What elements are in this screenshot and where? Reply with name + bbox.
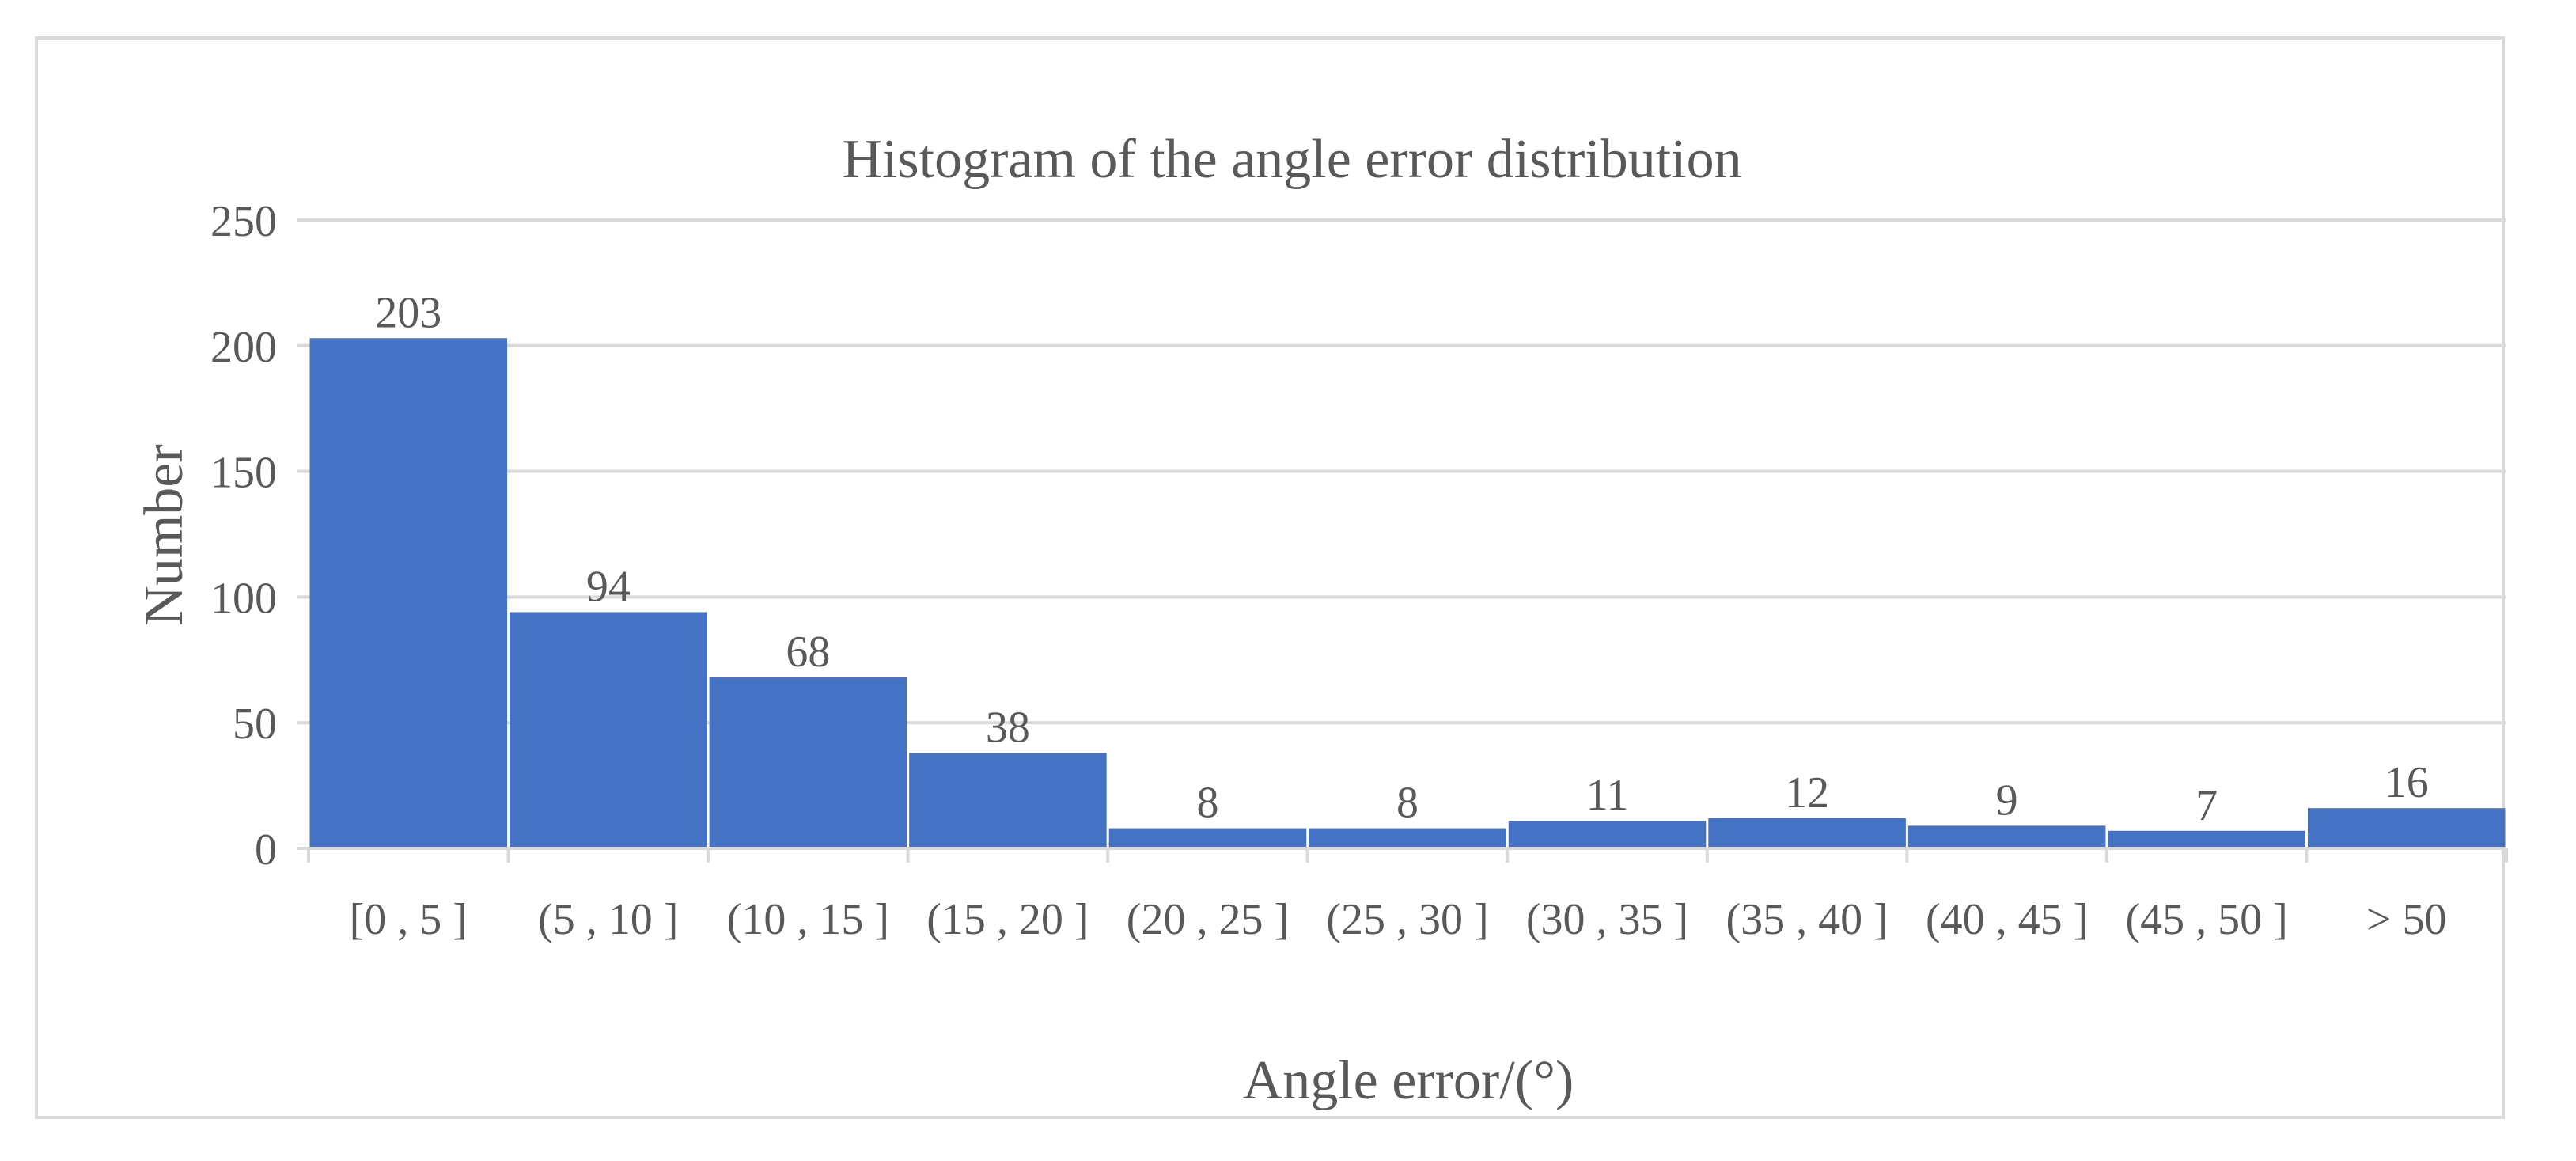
x-tick-label: [0 , 5 ] (350, 895, 468, 944)
y-tick-label: 50 (233, 700, 277, 749)
x-tick-label: (15 , 20 ] (926, 895, 1089, 944)
data-label: 11 (1586, 771, 1629, 820)
chart-title: Histogram of the angle error distributio… (842, 129, 1741, 190)
data-label: 203 (375, 288, 441, 337)
x-tick-label: (10 , 15 ] (727, 895, 889, 944)
bar (909, 753, 1107, 848)
data-label: 16 (2385, 758, 2429, 807)
y-tick-label: 250 (210, 197, 277, 246)
data-label: 38 (986, 703, 1030, 752)
y-tick-label: 0 (255, 825, 277, 875)
labels: 0 50 100 150 200 250 203 [0 , 5 ] 94 (5 , 10 ] 68 (… (210, 197, 2447, 944)
x-tick-label: (40 , 45 ] (1926, 895, 2088, 944)
bar (709, 677, 907, 848)
x-tick-label: (5 , 10 ] (538, 895, 678, 944)
x-axis (307, 847, 2508, 863)
data-label: 7 (2195, 781, 2218, 830)
bar (1708, 818, 1906, 848)
x-tick-label: (35 , 40 ] (1726, 895, 1888, 944)
bar (1907, 825, 2106, 848)
bar (1508, 821, 1707, 848)
bar (1108, 828, 1307, 848)
x-tick-label: (25 , 30 ] (1326, 895, 1488, 944)
bar (510, 612, 707, 848)
bar (1309, 828, 1506, 848)
bar (2307, 808, 2506, 848)
y-tick-label: 200 (210, 323, 277, 372)
y-tick-label: 150 (210, 449, 277, 498)
histogram-chart: 0 50 100 150 200 250 203 [0 , 5 ] 94 (5 , 10 ] 68 (… (134, 129, 2508, 1111)
data-label: 12 (1785, 768, 1829, 818)
data-label: 8 (1196, 779, 1218, 828)
x-axis-title: Angle error/(°) (1243, 1050, 1574, 1111)
y-axis-title: Number (134, 444, 195, 625)
bar (2108, 830, 2305, 848)
data-label: 94 (586, 562, 631, 611)
data-label: 8 (1396, 779, 1419, 828)
y-tick-label: 100 (210, 574, 277, 623)
data-label: 68 (786, 628, 830, 677)
chart-frame: 0 50 100 150 200 250 203 [0 , 5 ] 94 (5 , 10 ] 68 (… (35, 36, 2508, 1119)
x-tick-label: (30 , 35 ] (1526, 895, 1688, 944)
data-label: 9 (1996, 776, 2018, 825)
x-tick-label: (45 , 50 ] (2126, 895, 2288, 944)
x-tick-label: (20 , 25 ] (1127, 895, 1289, 944)
bars (309, 338, 2506, 849)
x-tick-label: > 50 (2366, 895, 2447, 944)
bar (309, 338, 508, 849)
